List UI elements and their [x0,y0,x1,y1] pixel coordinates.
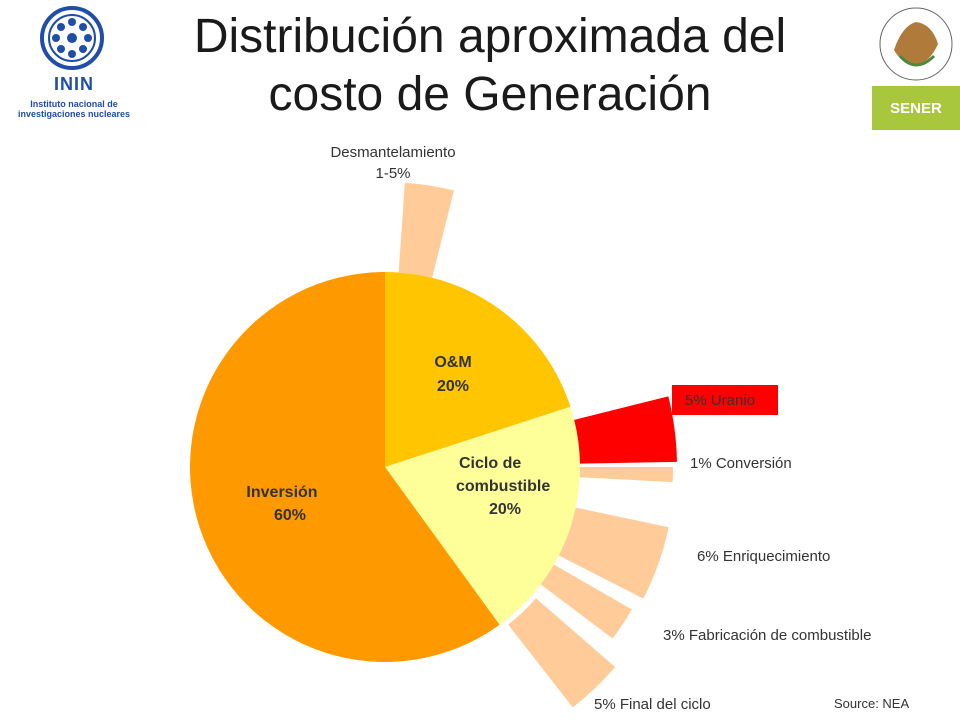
inin-subtitle: Instituto nacional de investigaciones nu… [4,99,144,119]
slice-label-ciclo-line3: 20% [489,501,521,518]
inin-subtitle-line1: Instituto nacional de [30,99,118,109]
slice-label-ciclo-line1: Ciclo de [459,455,521,472]
inin-subtitle-line2: investigaciones nucleares [17,109,131,119]
slice-label-fabricacion: 3% Fabricación de combustible [663,627,871,644]
slice-label-uranio: 5% Uranio [685,392,755,409]
slice-label-final-ciclo: 5% Final del ciclo [594,696,711,713]
page-title: Distribución aproximada del costo de Gen… [120,8,860,124]
uranio-label-box [672,385,778,415]
slice-label-ciclo-line2: combustible [456,478,550,495]
slice-label-desmantelamiento-line1: Desmantelamiento [330,144,455,161]
slice-label-om-line1: O&M [434,354,471,371]
slice-label-om-line2: 20% [437,378,469,395]
slice-final-ciclo [508,598,616,708]
slice-desmantelamiento [398,182,454,278]
inin-emblem-icon [40,6,104,70]
slice-label-inversion-line1: Inversión [246,484,317,501]
slice-label-conversion: 1% Conversión [690,455,792,472]
slice-inversion [190,272,500,662]
slice-uranio [574,396,677,464]
slice-label-enriquecimiento: 6% Enriquecimiento [697,548,830,565]
inin-logo: ININ Instituto nacional de investigacion… [4,2,144,130]
sener-logo: SENER [872,0,960,130]
slice-ciclo-combustible [385,406,580,625]
inin-name: ININ [54,74,94,94]
source-note: Source: NEA [834,696,910,711]
slice-fabricacion [540,564,632,639]
page-title-line2: costo de Generación [268,68,712,121]
slice-om [385,272,571,467]
page-title-line1: Distribución aproximada del [193,10,787,63]
slice-label-desmantelamiento-line2: 1-5% [375,165,410,182]
slice-conversion [579,467,673,483]
mexican-seal-icon [872,0,960,130]
slice-enriquecimiento [558,507,669,599]
sener-name: SENER [890,100,942,117]
slice-label-inversion-line2: 60% [274,507,306,524]
